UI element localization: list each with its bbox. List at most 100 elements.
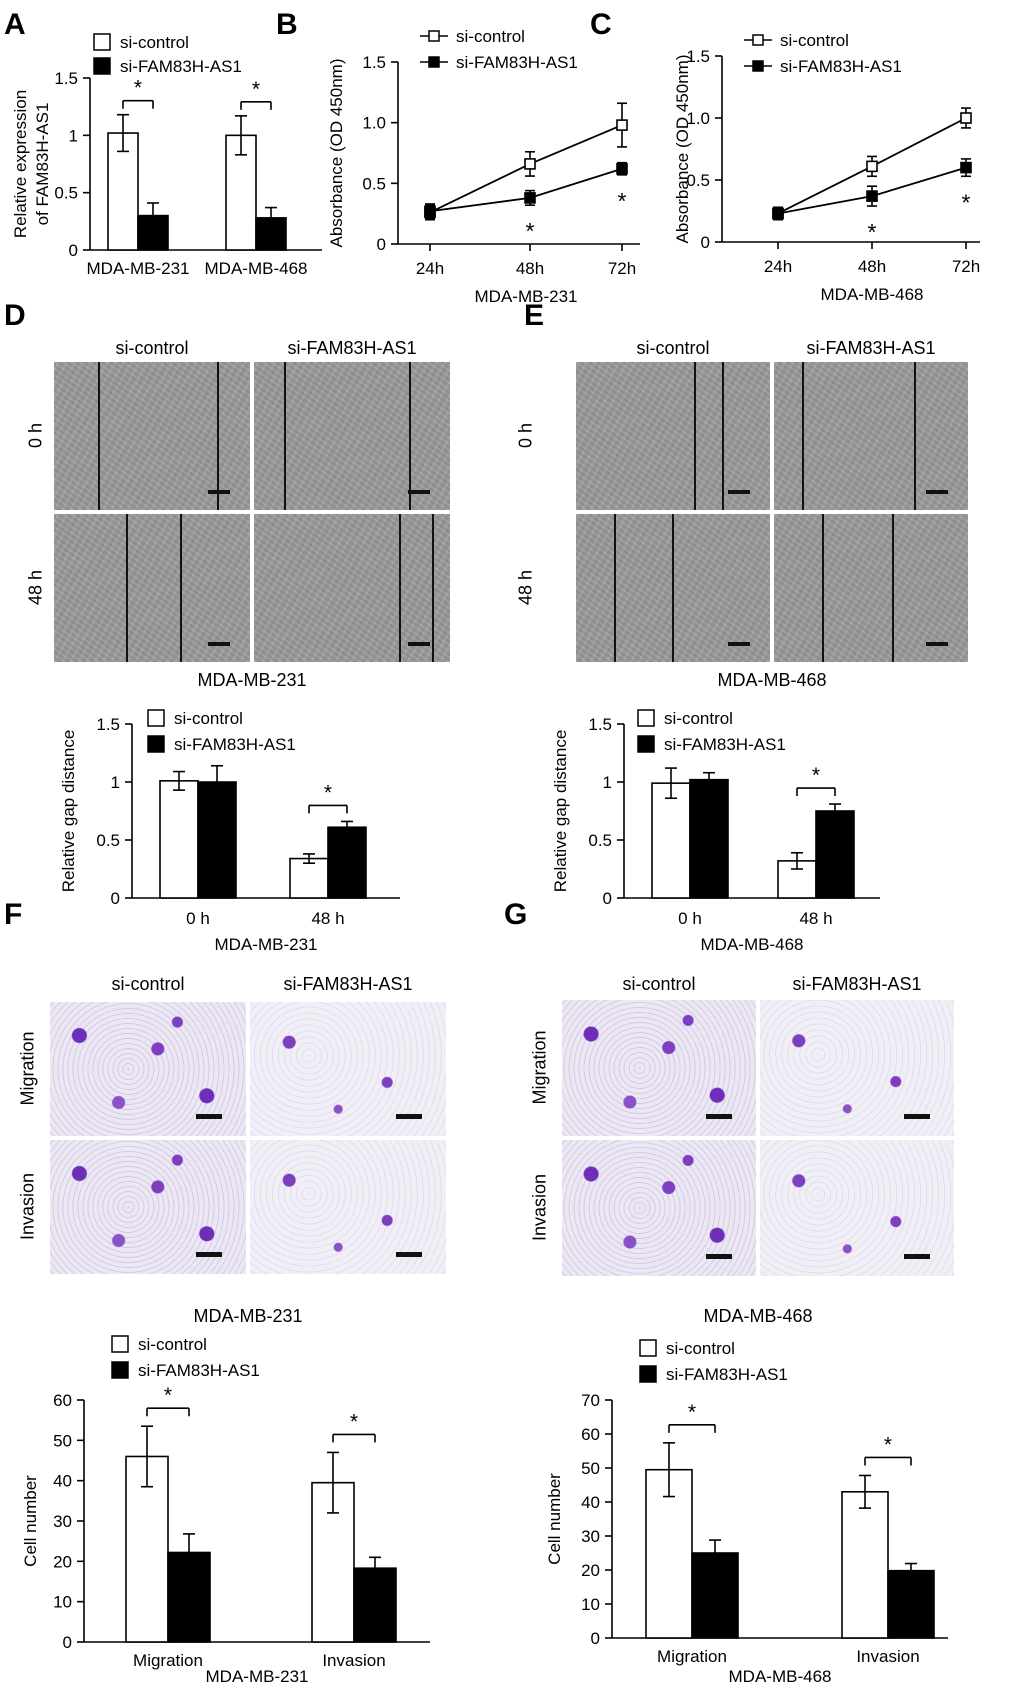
y-tick-label: 50 (53, 1431, 72, 1450)
significance-star: * (324, 781, 332, 804)
scale-bar (196, 1114, 222, 1119)
x-axis-caption: MDA-MB-231 (206, 1667, 309, 1686)
y-tick-label: 1.5 (54, 69, 78, 88)
transwell-micrograph (760, 1000, 954, 1136)
wound-healing-micrograph (54, 514, 250, 662)
y-tick-label: 30 (53, 1512, 72, 1531)
y-tick-label: 0.5 (686, 171, 710, 190)
bar-si-FAM83H-AS1 (197, 781, 237, 899)
image-row-label: 48 h (515, 569, 536, 606)
significance-star: * (962, 189, 971, 215)
y-tick-label: 0 (63, 1633, 72, 1652)
y-tick-label: 30 (581, 1527, 600, 1546)
image-row-label: Migration (17, 1031, 38, 1106)
legend-label: si-control (666, 1339, 735, 1358)
wound-edge-line (614, 514, 616, 662)
panel-letter: A (4, 8, 26, 41)
wound-edge-line (180, 514, 182, 662)
scale-bar (208, 490, 230, 494)
x-category-label: MDA-MB-468 (205, 259, 308, 278)
bar-si-control (107, 132, 139, 251)
x-axis-caption: MDA-MB-468 (821, 285, 924, 304)
x-category-label: 48h (516, 259, 544, 278)
wound-edge-line (432, 514, 434, 662)
y-axis-label: Cell number (545, 1473, 564, 1565)
y-tick-label: 0 (591, 1629, 600, 1648)
y-tick-label: 0 (69, 241, 78, 260)
marker-si-control (960, 112, 972, 124)
y-axis-label: Relative gap distance (59, 730, 78, 893)
legend-swatch-si-FAM83H-AS1 (147, 735, 165, 753)
marker-si-FAM83H-AS1 (616, 162, 628, 175)
y-tick-label: 1 (111, 773, 120, 792)
legend-swatch-si-FAM83H-AS1 (111, 1361, 129, 1379)
transwell-micrograph (562, 1000, 756, 1136)
wound-edge-line (672, 514, 674, 662)
wound-healing-micrograph (774, 514, 968, 662)
wound-edge-line (284, 362, 286, 510)
marker-si-FAM83H-AS1 (424, 205, 436, 218)
x-axis-caption: MDA-MB-468 (701, 935, 804, 954)
legend-marker-si-control (752, 34, 764, 46)
legend-swatch-si-control (93, 33, 111, 51)
x-axis-caption: MDA-MB-231 (475, 287, 578, 306)
bar-si-FAM83H-AS1 (689, 778, 729, 899)
image-column-header: si-FAM83H-AS1 (792, 974, 922, 994)
wound-healing-micrograph (774, 362, 968, 510)
wound-healing-micrograph (576, 514, 770, 662)
y-tick-label: 40 (53, 1472, 72, 1491)
y-tick-label: 1 (69, 126, 78, 145)
marker-si-FAM83H-AS1 (524, 192, 536, 204)
legend-label: si-control (174, 709, 243, 728)
legend-marker-si-FAM83H-AS1 (428, 56, 440, 68)
panel-letter: B (276, 8, 298, 41)
wound-edge-line (892, 514, 894, 662)
wound-healing-micrograph (576, 362, 770, 510)
legend-label: si-FAM83H-AS1 (780, 57, 902, 76)
legend-label: si-control (456, 27, 525, 46)
marker-si-FAM83H-AS1 (960, 161, 972, 174)
image-column-header: si-control (622, 974, 696, 994)
y-axis-label: Absorbance (OD 450nm) (327, 59, 346, 248)
legend-swatch-si-control (111, 1335, 129, 1353)
y-tick-label: 1.0 (686, 109, 710, 128)
marker-si-control (866, 160, 878, 173)
wound-edge-line (694, 362, 696, 510)
y-tick-label: 1.5 (96, 715, 120, 734)
legend-swatch-si-control (639, 1339, 657, 1357)
image-row-label: Invasion (529, 1173, 550, 1242)
scale-bar (706, 1114, 732, 1119)
legend-label: si-FAM83H-AS1 (138, 1361, 260, 1380)
scale-bar (408, 490, 430, 494)
y-tick-label: 1.5 (588, 715, 612, 734)
y-axis-label: Relative gap distance (551, 730, 570, 893)
wound-edge-line (126, 514, 128, 662)
x-category-label: Migration (133, 1651, 203, 1670)
image-row-label: Invasion (17, 1172, 38, 1241)
transwell-micrograph (50, 1140, 246, 1274)
y-tick-label: 10 (53, 1593, 72, 1612)
marker-si-control (524, 158, 536, 170)
wound-healing-micrograph (54, 362, 250, 510)
legend-swatch-si-control (147, 709, 165, 727)
panel-letter: E (524, 299, 544, 332)
y-tick-label: 0.5 (96, 831, 120, 850)
transwell-micrograph (562, 1140, 756, 1276)
y-tick-label: 1.5 (362, 53, 386, 72)
bar-si-FAM83H-AS1 (327, 826, 367, 899)
bar-si-control (289, 857, 329, 899)
transwell-micrograph (50, 1002, 246, 1136)
legend-swatch-si-control (637, 709, 655, 727)
y-axis-label: Absorbance (OD 450nm) (673, 55, 692, 244)
legend-marker-si-FAM83H-AS1 (752, 60, 764, 72)
y-axis-label: Relative expression of FAM83H-AS1 (11, 90, 52, 238)
legend-label: si-control (664, 709, 733, 728)
image-row-label: 0 h (25, 422, 46, 449)
y-tick-label: 10 (581, 1595, 600, 1614)
significance-star: * (812, 764, 820, 787)
significance-star: * (688, 1401, 696, 1424)
x-category-label: Invasion (322, 1651, 385, 1670)
legend-label: si-FAM83H-AS1 (456, 53, 578, 72)
image-column-header: si-FAM83H-AS1 (283, 974, 413, 994)
